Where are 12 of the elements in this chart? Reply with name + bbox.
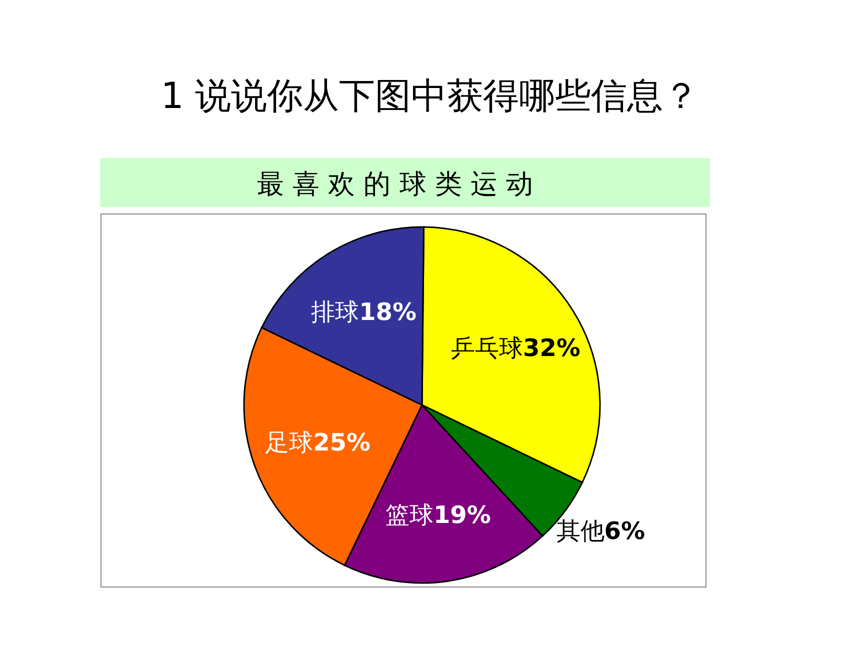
data-label: 19%: [433, 501, 491, 530]
chart-title: 1 说说你从下图中获得哪些信息？: [160, 76, 700, 117]
slice-label: 排球: [311, 298, 360, 326]
chart-subtitle: 最 喜 欢 的 球 类 运 动: [256, 169, 534, 200]
data-label: 32%: [523, 334, 580, 362]
slice-label: 其他: [556, 517, 604, 546]
slice-label: 足球: [265, 428, 314, 456]
data-label: 6%: [604, 517, 646, 546]
data-label: 25%: [313, 428, 371, 456]
slice-label: 篮球: [385, 501, 434, 530]
data-label: 18%: [359, 298, 417, 326]
slice-label: 乒乓球: [451, 334, 524, 362]
